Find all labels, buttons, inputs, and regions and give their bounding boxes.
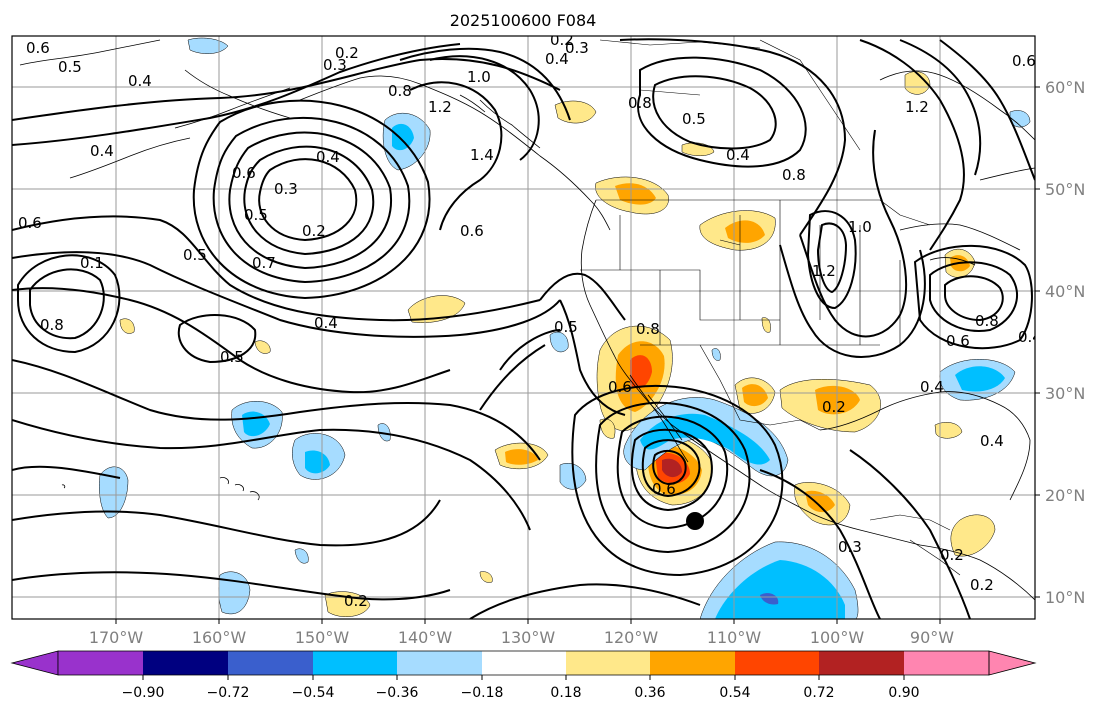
colorbar-segment — [819, 651, 904, 675]
contour-label: 0.7 — [252, 254, 276, 272]
contour-label: 0.5 — [58, 58, 82, 76]
contour-label: 1.0 — [467, 68, 491, 86]
colorbar-segment — [228, 651, 313, 675]
lon-label: 140°W — [398, 628, 453, 647]
contour-label: 0.2 — [344, 592, 368, 610]
contour-label: 1.2 — [428, 98, 452, 116]
colorbar-tick-label: −0.36 — [376, 685, 419, 701]
colorbar-segment — [143, 651, 228, 675]
colorbar-tick-label: 0.72 — [803, 685, 834, 701]
contour-label: 1.4 — [470, 146, 494, 164]
contour-label: 0.2 — [335, 44, 359, 62]
coastlines — [19, 39, 1035, 601]
lat-label: 50°N — [1045, 180, 1085, 199]
contour-label: 0.6 — [946, 332, 970, 350]
colorbar-tick-label: −0.90 — [122, 685, 165, 701]
contour-label: 0.1 — [80, 254, 104, 272]
colorbar-segment — [397, 651, 482, 675]
contour-label: 0.3 — [323, 56, 347, 74]
axis-ticks — [115, 86, 1040, 624]
tropical-cyclone-marker — [686, 512, 704, 530]
contour-label: 0.6 — [1012, 52, 1036, 70]
lon-label: 170°W — [89, 628, 144, 647]
colorbar-segment — [566, 651, 650, 675]
colorbar-segment — [904, 651, 989, 675]
contour-label: 0.8 — [628, 94, 652, 112]
lat-label: 40°N — [1045, 282, 1085, 301]
contour-lines — [12, 38, 1035, 619]
contour-label: 0.8 — [975, 312, 999, 330]
contour-label: 0.2 — [550, 31, 574, 49]
contour-label: 0.5 — [183, 246, 207, 264]
colorbar-tick-label: 0.36 — [634, 685, 665, 701]
contour-label: 0.4 — [316, 148, 340, 166]
contour-label: 0.6 — [608, 378, 632, 396]
colorbar: −0.90 −0.72 −0.54 −0.36 −0.18 0.18 0.36 … — [10, 650, 1037, 701]
colorbar-tick-label: 0.18 — [550, 685, 581, 701]
contour-label: 0.2 — [302, 222, 326, 240]
contour-label: 0.3 — [565, 39, 589, 57]
contour-label: 0.5 — [244, 206, 268, 224]
lon-label: 90°W — [910, 628, 954, 647]
contour-label: 0.2 — [822, 398, 846, 416]
contour-label: 0.6 — [26, 39, 50, 57]
contour-label: 1.2 — [905, 98, 929, 116]
contour-label: 0.4 — [545, 50, 569, 68]
colorbar-tick-label: −0.18 — [461, 685, 504, 701]
lat-label: 30°N — [1045, 384, 1085, 403]
lon-label: 160°W — [192, 628, 247, 647]
colorbar-extend-low — [10, 650, 59, 676]
contour-label: 0.2 — [970, 576, 994, 594]
contour-label: 1.2 — [812, 262, 836, 280]
lon-label: 130°W — [501, 628, 556, 647]
contour-label: 0.4 — [314, 314, 338, 332]
colorbar-tick-label: −0.72 — [207, 685, 250, 701]
contour-label: 0.8 — [636, 320, 660, 338]
map-area: 0.6 0.5 0.4 0.2 0.3 0.3 0.4 0.2 0.8 1.0 … — [12, 31, 1042, 619]
contour-label: 0.6 — [18, 214, 42, 232]
contour-label: 0.3 — [838, 538, 862, 556]
lat-label: 20°N — [1045, 486, 1085, 505]
lat-label: 10°N — [1045, 588, 1085, 607]
lon-label: 150°W — [295, 628, 350, 647]
lon-label: 110°W — [707, 628, 762, 647]
contour-label: 0.4 — [128, 72, 152, 90]
longitude-labels: 170°W 160°W 150°W 140°W 130°W 120°W 110°… — [89, 628, 954, 647]
contour-label: 0.8 — [40, 316, 64, 334]
contour-label: 0.4 — [920, 378, 944, 396]
latitude-labels: 60°N 50°N 40°N 30°N 20°N 10°N — [1045, 78, 1085, 607]
contour-label: 0.3 — [274, 180, 298, 198]
colorbar-tick-label: 0.90 — [888, 685, 919, 701]
contour-label: 0.2 — [940, 546, 964, 564]
contour-label: 1.0 — [848, 218, 872, 236]
lon-label: 120°W — [604, 628, 659, 647]
contour-label: 0.4 — [980, 432, 1004, 450]
contour-label: 0.6 — [652, 480, 676, 498]
map-frame — [11, 35, 1036, 620]
contour-label: 0.6 — [232, 164, 256, 182]
contour-label: 0.8 — [782, 166, 806, 184]
contour-label: 0.5 — [220, 348, 244, 366]
map-title: 2025100600 F084 — [450, 11, 597, 30]
colorbar-segment — [650, 651, 735, 675]
colorbar-extend-high — [988, 650, 1037, 676]
contour-label: 0.5 — [554, 318, 578, 336]
colorbar-tick-label: 0.54 — [719, 685, 750, 701]
contour-label: 0.4 — [1018, 328, 1042, 346]
contour-label: 0.4 — [726, 146, 750, 164]
contour-label: 0.4 — [90, 142, 114, 160]
contour-label: 0.6 — [460, 222, 484, 240]
colorbar-tick-label: −0.54 — [292, 685, 335, 701]
colorbar-segment — [482, 651, 566, 675]
contour-label: 0.5 — [682, 110, 706, 128]
contour-label: 0.8 — [388, 82, 412, 100]
colorbar-segment — [58, 651, 143, 675]
colorbar-segment — [313, 651, 397, 675]
colorbar-segment — [735, 651, 819, 675]
lon-label: 100°W — [810, 628, 865, 647]
lat-label: 60°N — [1045, 78, 1085, 97]
contour-labels: 0.6 0.5 0.4 0.2 0.3 0.3 0.4 0.2 0.8 1.0 … — [18, 31, 1042, 610]
